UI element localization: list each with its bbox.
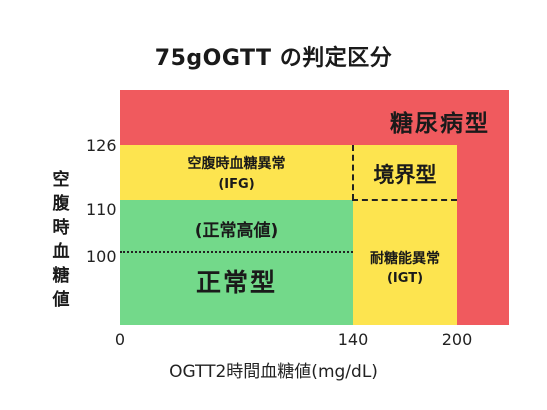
diabetes-label: 糖尿病型 — [390, 111, 490, 137]
borderline-divider-vertical — [352, 145, 354, 200]
borderline-label: 境界型 — [373, 163, 437, 187]
x-tick-0: 0 — [114, 330, 126, 349]
igt-label: 耐糖能異常 — [370, 251, 440, 267]
normal-high-label: (正常高値) — [194, 221, 279, 241]
ifg-label: 空腹時血糖異常 — [187, 156, 286, 172]
normal-label: 正常型 — [195, 268, 277, 297]
normal-high-divider — [120, 251, 353, 253]
igt-abbr-label: (IGT) — [386, 271, 424, 286]
y-tick-100: 100 — [86, 247, 117, 266]
y-axis-label: 空 腹 時 血 糖 値 — [52, 170, 70, 310]
chart-title: 75gOGTT の判定区分 — [154, 46, 393, 71]
normal-zone — [120, 200, 353, 325]
y-tick-110: 110 — [86, 200, 117, 219]
y-tick-126: 126 — [86, 136, 117, 155]
x-tick-140: 140 — [337, 330, 369, 349]
x-axis-label: OGTT2時間血糖値(mg/dL) — [169, 362, 378, 382]
x-tick-200: 200 — [441, 330, 473, 349]
ifg-abbr-label: (IFG) — [218, 177, 255, 192]
borderline-divider-horizontal — [352, 199, 457, 201]
